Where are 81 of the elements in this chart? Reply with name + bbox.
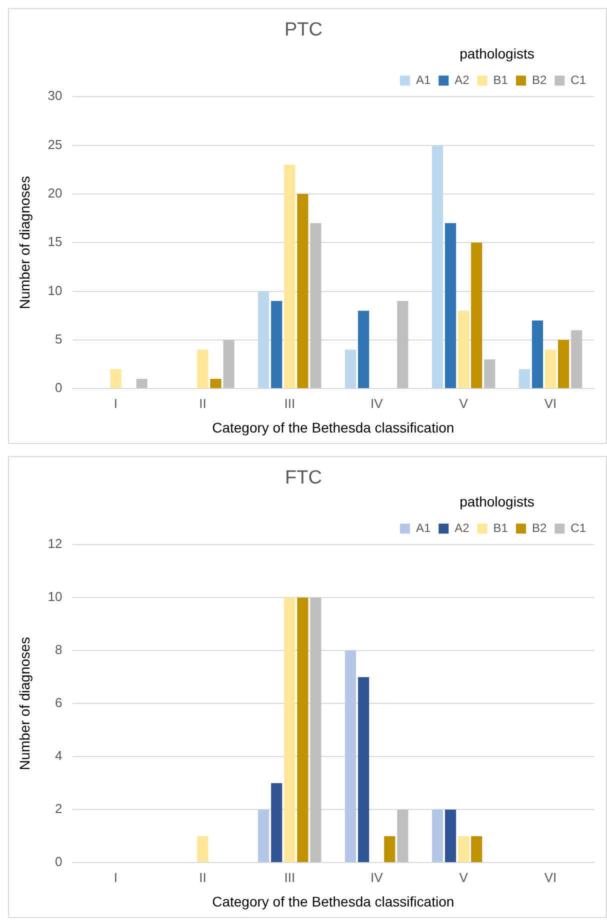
bar: [136, 378, 148, 388]
x-tick-label: III: [284, 396, 296, 411]
legend-title: pathologists: [460, 494, 534, 510]
x-tick-label: I: [114, 870, 118, 885]
y-tick-label: 4: [55, 748, 62, 764]
y-tick-label: 12: [48, 536, 62, 552]
bar: [444, 223, 456, 388]
bar: [432, 810, 444, 862]
legend-label: A2: [454, 72, 470, 87]
y-tick-label: 10: [48, 589, 62, 604]
x-tick-label: II: [199, 396, 206, 411]
legend-label: B1: [493, 72, 508, 87]
bar: [258, 291, 270, 388]
bar: [397, 301, 408, 388]
x-tick-label: VI: [544, 870, 557, 885]
legend-label: A1: [416, 72, 431, 87]
y-axis-title: Number of diagnoses: [16, 637, 32, 770]
legend-label: C1: [570, 72, 586, 87]
y-tick-label: 10: [48, 282, 62, 298]
bar: [397, 810, 408, 862]
bar: [344, 350, 356, 388]
bar: [284, 164, 296, 388]
bar: [210, 378, 222, 388]
bar: [544, 350, 556, 388]
bar: [297, 598, 308, 862]
bar: [471, 242, 482, 388]
bar: [358, 310, 370, 388]
y-tick-label: 25: [48, 136, 62, 152]
bar: [310, 598, 322, 862]
x-tick-label: VI: [544, 396, 557, 411]
bar: [532, 320, 544, 388]
bar: [384, 836, 396, 862]
legend-label: C1: [570, 520, 586, 535]
y-tick-label: 6: [55, 695, 62, 710]
bar: [444, 810, 456, 862]
bar: [558, 340, 570, 388]
bar: [471, 836, 482, 862]
bar: [271, 301, 282, 388]
y-tick-label: 20: [48, 186, 62, 201]
bar: [484, 359, 496, 388]
y-tick-label: 0: [55, 380, 62, 396]
bar: [458, 836, 470, 862]
bar: [271, 783, 282, 862]
bar: [284, 598, 296, 862]
legend-label: A2: [454, 520, 470, 535]
bar: [258, 810, 270, 862]
x-axis-title: Category of the Bethesda classification: [212, 893, 454, 910]
x-tick-label: I: [114, 396, 118, 411]
y-tick-label: 2: [55, 801, 62, 816]
y-axis-title: Number of diagnoses: [16, 176, 32, 310]
bar: [197, 836, 208, 862]
x-axis-title: Category of the Bethesda classification: [212, 419, 454, 436]
x-tick-label: V: [459, 870, 468, 885]
bar: [110, 369, 122, 388]
bar: [310, 223, 322, 388]
x-tick-label: III: [284, 870, 296, 885]
bar: [344, 650, 356, 862]
bar: [197, 350, 208, 388]
x-tick-label: V: [459, 396, 468, 411]
y-tick-label: 5: [55, 332, 62, 347]
bar: [571, 330, 582, 388]
x-tick-label: II: [199, 870, 206, 885]
y-tick-label: 30: [48, 88, 62, 104]
chart-title: PTC: [284, 20, 322, 41]
bar: [458, 310, 470, 388]
legend-title: pathologists: [460, 46, 534, 62]
bar: [432, 145, 444, 388]
legend-label: B2: [532, 520, 547, 535]
y-tick-label: 15: [48, 234, 62, 250]
legend-label: B2: [532, 72, 547, 87]
y-tick-label: 8: [55, 642, 62, 658]
legend-label: A1: [416, 520, 431, 535]
bar: [358, 677, 370, 862]
chart-title: FTC: [285, 468, 322, 489]
x-tick-label: IV: [370, 870, 384, 885]
y-tick-label: 0: [55, 854, 62, 870]
bar: [297, 194, 308, 388]
bar: [518, 369, 530, 388]
bar: [223, 340, 234, 388]
legend-label: B1: [493, 520, 508, 535]
x-tick-label: IV: [370, 396, 384, 411]
